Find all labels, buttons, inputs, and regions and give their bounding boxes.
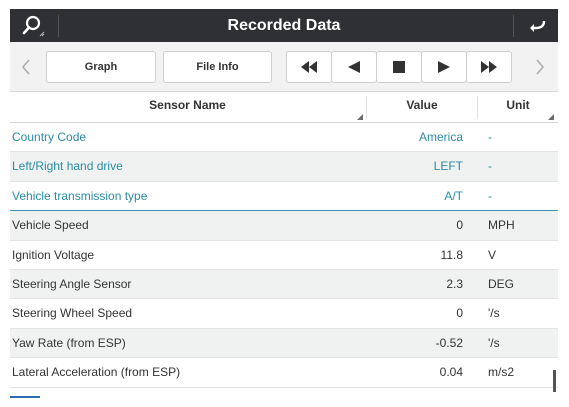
vertical-scrollbar[interactable]	[553, 370, 556, 392]
column-divider	[477, 96, 478, 119]
playback-toolbar: Graph File Info	[10, 42, 558, 92]
file-info-button[interactable]: File Info	[163, 51, 272, 83]
sensor-unit: DEG	[488, 276, 515, 291]
sensor-unit: m/s2	[488, 365, 515, 380]
sensor-value: A/T	[444, 188, 463, 203]
rewind-button[interactable]	[286, 51, 332, 83]
previous-button[interactable]	[331, 51, 377, 83]
rewind-icon	[301, 61, 317, 73]
column-divider	[366, 96, 367, 119]
sensor-name: Vehicle Speed	[12, 218, 89, 233]
back-button[interactable]	[522, 13, 552, 39]
column-header-unit[interactable]: Unit	[506, 98, 530, 112]
sort-corner-icon	[548, 114, 554, 120]
stop-icon	[393, 61, 405, 73]
bottom-accent-line	[10, 396, 40, 398]
sort-corner-icon	[357, 114, 363, 120]
sensor-value: 0	[456, 306, 463, 321]
sensor-table: Country Code America - Left/Right hand d…	[10, 123, 558, 388]
sensor-value: 2.3	[446, 276, 463, 291]
sensor-value: 11.8	[440, 247, 463, 262]
title-bar: Recorded Data	[10, 9, 558, 42]
stop-button[interactable]	[376, 51, 422, 83]
sensor-name: Country Code	[12, 130, 87, 144]
sensor-value: LEFT	[433, 159, 463, 174]
sensor-name: Left/Right hand drive	[12, 159, 123, 174]
sensor-name: Steering Wheel Speed	[12, 306, 133, 321]
sensor-unit: V	[488, 247, 497, 262]
sensor-unit: -	[488, 159, 492, 174]
sensor-unit: MPH	[488, 218, 515, 233]
play-icon	[438, 61, 450, 73]
title-divider	[513, 15, 514, 37]
sensor-name: Steering Angle Sensor	[12, 276, 132, 291]
sensor-unit: '/s	[488, 335, 500, 350]
page-title: Recorded Data	[227, 17, 341, 34]
return-arrow-icon	[530, 20, 546, 32]
chevron-right-icon	[536, 59, 544, 75]
sensor-unit: '/s	[488, 306, 500, 321]
toolbar-scroll-right[interactable]	[530, 51, 550, 83]
table-row[interactable]: Lateral Acceleration (from ESP) 0.04 m/s…	[10, 358, 558, 388]
search-icon	[22, 15, 45, 37]
sensor-name: Vehicle transmission type	[12, 188, 148, 203]
sensor-value: 0	[456, 218, 463, 233]
table-row[interactable]: Vehicle Speed 0 MPH	[10, 211, 558, 241]
table-row[interactable]: Yaw Rate (from ESP) -0.52 '/s	[10, 328, 558, 359]
fast-forward-button[interactable]	[466, 51, 512, 83]
previous-icon	[348, 61, 360, 73]
table-header: Sensor Name Value Unit	[10, 92, 558, 123]
table-row[interactable]: Country Code America -	[10, 123, 558, 153]
title-divider	[58, 15, 59, 37]
sensor-unit: -	[488, 130, 492, 144]
table-row[interactable]: Steering Angle Sensor 2.3 DEG	[10, 269, 558, 300]
table-row[interactable]: Ignition Voltage 11.8 V	[10, 241, 558, 270]
chevron-left-icon	[22, 59, 30, 75]
graph-button[interactable]: Graph	[46, 51, 156, 83]
table-row[interactable]: Steering Wheel Speed 0 '/s	[10, 299, 558, 329]
column-header-value[interactable]: Value	[406, 98, 438, 112]
sensor-value: 0.04	[439, 365, 463, 380]
sensor-unit: -	[488, 188, 492, 203]
sensor-value: America	[418, 130, 463, 144]
sensor-name: Ignition Voltage	[12, 247, 95, 262]
toolbar-scroll-left[interactable]	[16, 51, 36, 83]
table-row[interactable]: Vehicle transmission type A/T -	[10, 182, 558, 212]
sensor-name: Yaw Rate (from ESP)	[12, 335, 126, 350]
search-button[interactable]	[18, 13, 48, 39]
table-row[interactable]: Left/Right hand drive LEFT -	[10, 152, 558, 182]
column-header-sensor-name[interactable]: Sensor Name	[149, 98, 226, 112]
fast-forward-icon	[481, 61, 497, 73]
sensor-name: Lateral Acceleration (from ESP)	[12, 365, 181, 380]
play-button[interactable]	[421, 51, 467, 83]
sensor-value: -0.52	[435, 335, 463, 350]
